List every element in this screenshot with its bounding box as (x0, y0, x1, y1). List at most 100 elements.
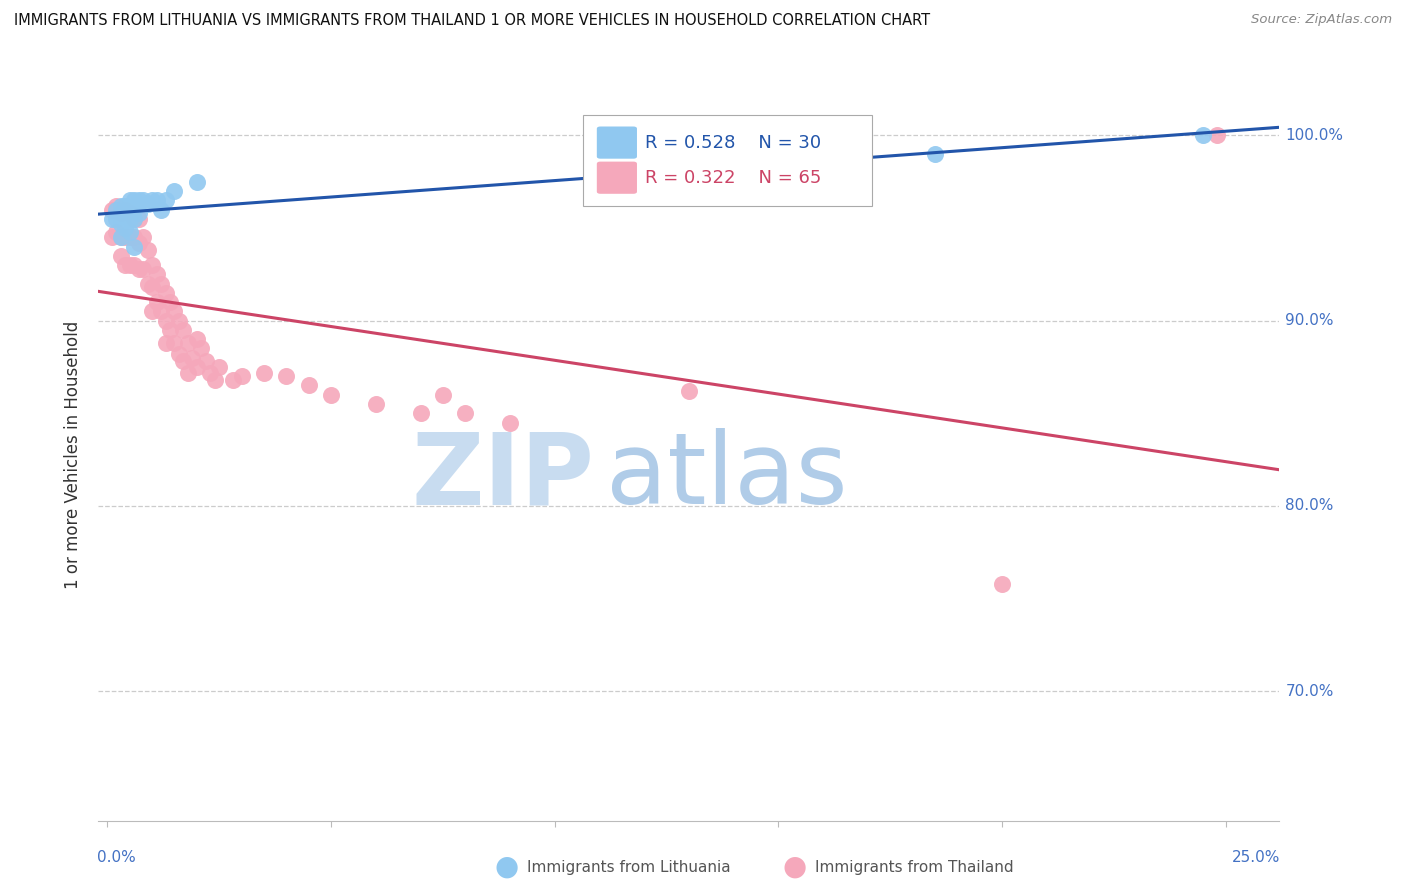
Point (128, 235, 150, 250)
Point (118, 202, 141, 217)
Point (924, 147, 946, 161)
Text: atlas: atlas (606, 428, 848, 525)
Point (118, 258, 141, 272)
Point (499, 416, 522, 430)
Point (150, 202, 173, 217)
Point (141, 280, 163, 294)
Point (231, 369, 253, 384)
Point (141, 304, 163, 318)
Text: ●: ● (494, 853, 519, 881)
Text: 80.0%: 80.0% (1285, 499, 1334, 513)
Point (110, 230, 132, 244)
Point (163, 184, 186, 198)
Point (181, 351, 204, 365)
Text: 70.0%: 70.0% (1285, 683, 1334, 698)
Text: Immigrants from Lithuania: Immigrants from Lithuania (527, 860, 731, 874)
Point (110, 206, 132, 220)
Point (221, 373, 243, 387)
Point (110, 218, 132, 232)
Point (122, 239, 145, 253)
Point (118, 206, 141, 220)
Point (118, 194, 141, 208)
Point (110, 249, 132, 263)
Y-axis label: 1 or more Vehicles in Household: 1 or more Vehicles in Household (65, 321, 83, 589)
Point (194, 354, 217, 368)
Point (177, 335, 200, 350)
Point (105, 199, 128, 213)
Point (186, 332, 208, 346)
Text: 0.0%: 0.0% (97, 850, 136, 865)
Point (114, 230, 136, 244)
Point (105, 225, 128, 239)
Point (167, 347, 190, 361)
Point (276, 369, 298, 384)
Point (101, 230, 124, 244)
Point (132, 194, 155, 208)
FancyBboxPatch shape (582, 115, 872, 206)
Point (678, 384, 700, 398)
Text: Source: ZipAtlas.com: Source: ZipAtlas.com (1251, 13, 1392, 27)
Point (132, 230, 155, 244)
Point (432, 388, 454, 402)
Point (319, 388, 342, 402)
Point (177, 366, 200, 380)
Point (128, 261, 150, 276)
Point (101, 211, 124, 226)
Point (155, 285, 177, 300)
Text: 25.0%: 25.0% (1232, 850, 1281, 865)
Point (101, 202, 124, 217)
Point (200, 366, 222, 380)
Point (991, 576, 1014, 591)
Point (141, 258, 163, 272)
Point (163, 304, 186, 318)
Text: 100.0%: 100.0% (1285, 128, 1343, 143)
Point (1192, 128, 1215, 143)
FancyBboxPatch shape (596, 127, 637, 159)
Point (110, 230, 132, 244)
Point (141, 194, 163, 208)
Text: ZIP: ZIP (412, 428, 595, 525)
Text: 90.0%: 90.0% (1285, 313, 1334, 328)
Point (298, 378, 321, 392)
Point (208, 359, 231, 374)
Point (155, 335, 177, 350)
Point (114, 199, 136, 213)
Point (172, 354, 194, 368)
Point (114, 258, 136, 272)
Text: R = 0.322    N = 65: R = 0.322 N = 65 (645, 169, 821, 186)
Point (136, 197, 159, 211)
Point (136, 244, 159, 258)
Point (132, 261, 155, 276)
Point (118, 211, 141, 226)
Point (159, 295, 181, 310)
Point (122, 258, 145, 272)
Point (128, 211, 150, 226)
Text: ●: ● (782, 853, 807, 881)
Point (110, 206, 132, 220)
Point (122, 194, 145, 208)
Point (204, 373, 226, 387)
Point (145, 194, 167, 208)
Text: Immigrants from Thailand: Immigrants from Thailand (815, 860, 1014, 874)
Point (364, 397, 387, 411)
Point (253, 366, 276, 380)
Point (105, 202, 128, 217)
FancyBboxPatch shape (596, 161, 637, 194)
Point (163, 335, 186, 350)
Point (172, 323, 194, 337)
Point (105, 211, 128, 226)
Point (128, 194, 150, 208)
Point (136, 277, 159, 291)
Point (110, 199, 132, 213)
Point (145, 268, 167, 282)
Point (159, 323, 181, 337)
Point (122, 211, 145, 226)
Point (155, 194, 177, 208)
Point (454, 406, 477, 420)
Point (155, 313, 177, 327)
Point (1205, 128, 1227, 143)
Point (167, 313, 190, 327)
Point (186, 359, 208, 374)
Text: IMMIGRANTS FROM LITHUANIA VS IMMIGRANTS FROM THAILAND 1 OR MORE VEHICLES IN HOUS: IMMIGRANTS FROM LITHUANIA VS IMMIGRANTS … (14, 13, 931, 29)
Point (118, 230, 141, 244)
